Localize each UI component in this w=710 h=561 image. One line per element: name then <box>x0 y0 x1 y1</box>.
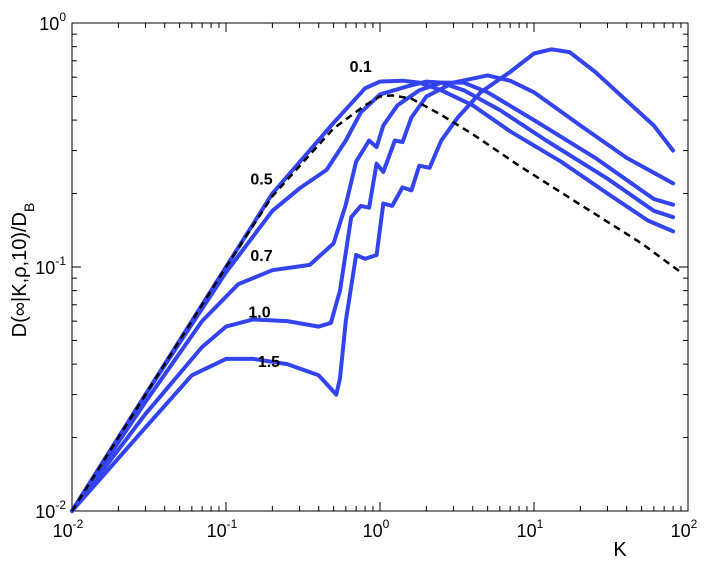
x-axis: 10-2 10-1 100 101 102 <box>53 23 698 541</box>
curve-label-1.5: 1.5 <box>258 354 280 371</box>
curve-label-0.7: 0.7 <box>250 248 272 265</box>
y-axis-label: D(∞|K,ρ,10)/DB <box>9 203 37 338</box>
x-tick-label: 10-2 <box>53 517 84 541</box>
series-line-1.0 <box>70 73 676 513</box>
y-tick-label: 100 <box>39 10 66 34</box>
curve-label-0.1: 0.1 <box>350 59 372 76</box>
series-line-0.7 <box>70 80 676 513</box>
series-line-0.1 <box>70 78 676 513</box>
annotations: 0.1 0.5 0.7 1.0 1.5 <box>248 59 372 371</box>
series-line-0.5 <box>70 79 676 513</box>
reference-curve <box>70 94 682 512</box>
plot-curves <box>70 47 682 513</box>
curve-label-0.5: 0.5 <box>250 171 272 188</box>
x-tick-label: 100 <box>363 517 390 541</box>
x-tick-label: 10-1 <box>207 517 238 541</box>
x-tick-label: 102 <box>671 517 698 541</box>
curve-label-1.0: 1.0 <box>248 305 270 322</box>
series-line-1.5 <box>70 47 676 513</box>
y-tick-label: 10-1 <box>35 254 66 278</box>
x-tick-label: 101 <box>517 517 544 541</box>
y-axis: 10-2 10-1 100 <box>35 10 688 522</box>
y-tick-label: 10-2 <box>35 498 66 522</box>
x-axis-label: K <box>613 539 627 561</box>
